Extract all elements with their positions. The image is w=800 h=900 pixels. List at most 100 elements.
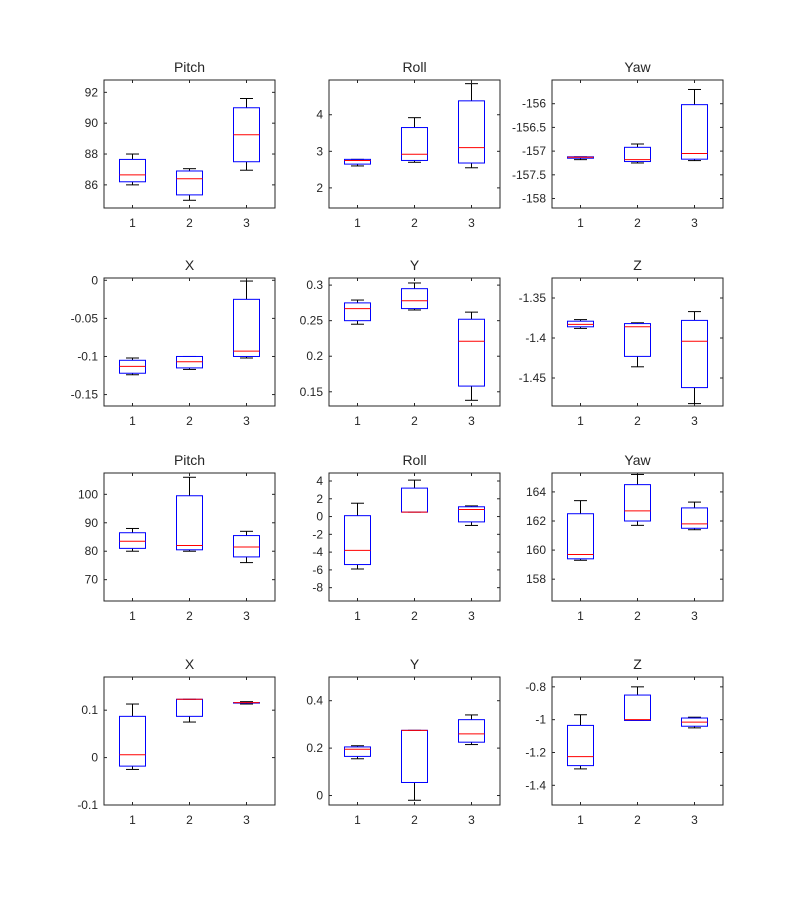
iqr-box <box>344 746 371 757</box>
subplot-title: Yaw <box>624 59 651 75</box>
axes-frame <box>103 79 276 209</box>
y-tick-label: 0.1 <box>81 703 98 717</box>
subplot-title: Pitch <box>174 59 205 75</box>
y-tick-label: 4 <box>316 108 323 122</box>
y-tick-label: -2 <box>312 527 323 541</box>
box-1 <box>344 158 371 167</box>
x-tick-label: 2 <box>411 414 418 428</box>
iqr-box <box>119 158 146 183</box>
box-2 <box>176 168 203 201</box>
x-tick-label: 2 <box>634 609 641 623</box>
subplot-title: Roll <box>402 452 426 468</box>
x-tick-label: 3 <box>243 414 250 428</box>
x-tick-label: 1 <box>354 216 361 230</box>
y-tick-label: -1.4 <box>525 331 546 345</box>
iqr-box <box>119 532 146 549</box>
box-2 <box>624 143 651 164</box>
box-3 <box>681 88 708 162</box>
subplot-1: Pitch 86 88 90 92 1 2 3 <box>85 59 276 230</box>
y-tick-label: -6 <box>312 563 323 577</box>
x-tick-label: 2 <box>411 813 418 827</box>
x-tick-label: 3 <box>691 813 698 827</box>
x-tick-label: 2 <box>186 216 193 230</box>
y-tick-label: -157.5 <box>512 168 546 182</box>
x-tick-label: 2 <box>411 609 418 623</box>
box-3 <box>681 716 708 729</box>
subplot-title: Y <box>410 257 420 273</box>
y-tick-label: 88 <box>85 147 99 161</box>
y-tick-label: 2 <box>316 181 323 195</box>
subplot-10: X -0.1 0 0.1 1 2 3 <box>77 656 276 827</box>
subplot-4: X -0.15 -0.1 -0.05 0 1 2 3 <box>71 257 276 428</box>
subplot-3: Yaw -158 -157.5 -157 -156.5 -156 1 2 3 <box>512 59 724 230</box>
iqr-box <box>458 100 485 164</box>
iqr-box <box>344 515 371 566</box>
x-tick-label: 1 <box>129 609 136 623</box>
box-2 <box>624 322 651 368</box>
y-tick-label: 0.3 <box>306 278 323 292</box>
iqr-box <box>458 506 485 523</box>
x-tick-label: 3 <box>468 216 475 230</box>
y-tick-label: -4 <box>312 545 323 559</box>
box-1 <box>567 156 594 161</box>
iqr-box <box>119 715 146 767</box>
box-3 <box>681 501 708 531</box>
x-tick-label: 2 <box>634 216 641 230</box>
subplot-8: Roll -8 -6 -4 -2 0 2 4 1 2 3 <box>312 452 501 623</box>
x-tick-label: 2 <box>411 216 418 230</box>
y-tick-label: 86 <box>85 178 99 192</box>
iqr-box <box>233 535 260 558</box>
x-tick-label: 1 <box>577 813 584 827</box>
y-tick-label: 0.25 <box>300 314 324 328</box>
x-tick-label: 1 <box>354 414 361 428</box>
box-2 <box>401 729 428 801</box>
axes-frame <box>551 277 724 407</box>
box-1 <box>344 299 371 325</box>
iqr-box <box>681 319 708 389</box>
box-3 <box>458 311 485 401</box>
subplot-title: Y <box>410 656 420 672</box>
subplot-9: Yaw 158 160 162 164 1 2 3 <box>526 452 724 623</box>
y-tick-label: -1.4 <box>525 778 546 792</box>
iqr-box <box>681 507 708 529</box>
box-1 <box>344 502 371 570</box>
x-tick-label: 2 <box>634 813 641 827</box>
axes-frame <box>103 277 276 407</box>
y-tick-label: -0.15 <box>71 388 99 402</box>
y-tick-label: 0.4 <box>306 694 323 708</box>
iqr-box <box>458 318 485 387</box>
y-tick-label: -1.45 <box>519 371 547 385</box>
x-tick-label: 3 <box>691 609 698 623</box>
iqr-box <box>624 694 651 721</box>
y-tick-label: 162 <box>526 514 546 528</box>
y-tick-label: 0 <box>316 510 323 524</box>
box-3 <box>458 505 485 526</box>
box-3 <box>233 530 260 564</box>
y-tick-label: 2 <box>316 492 323 506</box>
subplot-6: Z -1.45 -1.4 -1.35 1 2 3 <box>519 257 724 428</box>
y-tick-label: 0.15 <box>300 385 324 399</box>
y-tick-label: -8 <box>312 581 323 595</box>
y-tick-label: 92 <box>85 85 99 99</box>
x-tick-label: 3 <box>468 609 475 623</box>
x-tick-label: 3 <box>243 216 250 230</box>
y-tick-label: 90 <box>85 116 99 130</box>
x-tick-label: 3 <box>243 813 250 827</box>
subplot-title: Roll <box>402 59 426 75</box>
box-1 <box>567 714 594 770</box>
box-2 <box>176 476 203 552</box>
y-tick-label: 164 <box>526 485 546 499</box>
box-2 <box>176 698 203 723</box>
y-tick-label: 0 <box>316 789 323 803</box>
iqr-box <box>681 104 708 160</box>
box-3 <box>233 280 260 359</box>
y-tick-label: -156 <box>522 97 546 111</box>
iqr-box <box>344 158 371 165</box>
subplot-5: Y 0.15 0.2 0.25 0.3 1 2 3 <box>300 257 501 428</box>
box-2 <box>176 355 203 370</box>
subplot-title: X <box>185 257 195 273</box>
y-tick-label: -0.05 <box>71 311 99 325</box>
axes-frame <box>328 472 501 602</box>
box-3 <box>458 714 485 746</box>
x-tick-label: 1 <box>577 216 584 230</box>
